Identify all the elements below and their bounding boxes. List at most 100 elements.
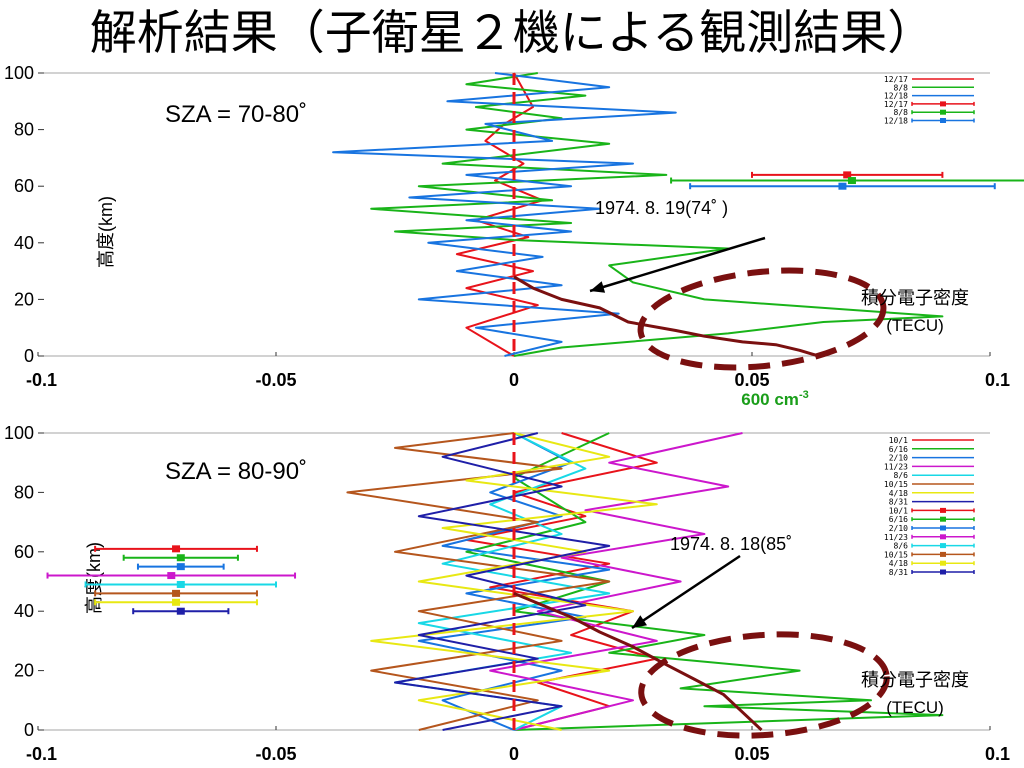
model-profile-label: 1974. 8. 19(74˚ ) [595, 198, 728, 218]
tecu-unit-label: (TECU) [886, 316, 944, 335]
series-line-8-8 [370, 72, 944, 357]
y-tick-label: 100 [4, 423, 34, 443]
y-tick-label: 40 [14, 233, 34, 253]
tecu-label: 積分電子密度 [861, 670, 969, 690]
highlight-ellipse [637, 267, 887, 371]
highlight-ellipse [638, 631, 890, 739]
legend-marker [940, 525, 946, 531]
error-bar-10-15 [94, 589, 258, 597]
x-tick-label: -0.05 [255, 370, 296, 390]
legend-marker [940, 109, 946, 115]
y-tick-label: 20 [14, 289, 34, 309]
legend-marker [940, 507, 946, 513]
tecu-unit-label: (TECU) [886, 698, 944, 717]
legend-entry: 8/8 [894, 108, 975, 117]
error-bar-marker [167, 572, 176, 580]
error-bar-8-6 [84, 580, 277, 588]
legend-label: 10/1 [889, 506, 908, 515]
error-bar-marker [838, 182, 847, 190]
chart-panel-top: -0.1 -0.05 0 0.05 0.1 0 20 40 60 80 100 高度(km) SZA =… [4, 63, 1024, 409]
legend-entry: 12/17 [884, 100, 975, 109]
legend-entry: 6/16 [889, 445, 974, 454]
error-bar-11-23 [46, 572, 297, 580]
legend-entry: 10/1 [889, 506, 975, 515]
legend-label: 8/8 [894, 83, 909, 92]
y-tick-label: 60 [14, 176, 34, 196]
legend-label: 8/6 [894, 542, 909, 551]
legend-entry: 2/10 [889, 454, 974, 463]
legend-label: 11/23 [884, 462, 908, 471]
series-line-12-17 [455, 72, 544, 357]
error-bar-6-16 [122, 554, 239, 562]
legend-entry: 8/6 [894, 471, 974, 480]
y-tick-label: 20 [14, 661, 34, 681]
x-tick-label: 0.05 [734, 370, 769, 390]
legend-entry: 6/16 [889, 515, 975, 524]
series-line-11-23 [489, 432, 743, 731]
error-bar-marker [843, 171, 852, 179]
x-tick-label: 0.05 [734, 744, 769, 764]
x-tick-label: 0.1 [985, 370, 1010, 390]
legend-entry: 12/17 [884, 75, 974, 84]
x-tick-label: 0 [509, 370, 519, 390]
y-tick-label: 40 [14, 601, 34, 621]
series-line-4-18 [370, 432, 658, 731]
y-tick-label: 100 [4, 63, 34, 83]
x-tick-label: -0.05 [255, 744, 296, 764]
y-axis-label: 高度(km) [96, 196, 116, 268]
legend-entry: 8/31 [889, 568, 975, 577]
legend-label: 10/1 [889, 436, 908, 445]
unit-annotation-superscript: -3 [799, 389, 809, 401]
x-tick-label: -0.1 [26, 370, 57, 390]
x-tick-label: 0 [509, 744, 519, 764]
legend-entry: 8/8 [894, 83, 974, 92]
series-line-8-31 [394, 432, 611, 731]
sza-annotation: SZA = 70-80˚ [165, 101, 307, 128]
tecu-label: 積分電子密度 [861, 288, 969, 308]
legend-label: 4/18 [889, 559, 908, 568]
legend-entry: 12/18 [884, 92, 974, 101]
legend-entry: 10/15 [884, 550, 975, 559]
model-profile-line [513, 275, 820, 358]
error-bar-marker [172, 545, 181, 553]
legend-label: 10/15 [884, 480, 908, 489]
x-tick-label: 0.1 [985, 744, 1010, 764]
legend-entry: 12/18 [884, 117, 975, 126]
y-tick-label: 80 [14, 482, 34, 502]
annotation-arrow [589, 236, 766, 293]
error-bar-marker [172, 598, 181, 606]
legend-entry: 4/18 [889, 489, 974, 498]
error-bar-marker [172, 589, 181, 597]
model-profile-label: 1974. 8. 18(85˚ [670, 534, 792, 554]
model-profile-line [513, 592, 763, 732]
error-bar-8-8 [670, 177, 1024, 185]
legend-label: 11/23 [884, 533, 908, 542]
y-tick-label: 60 [14, 542, 34, 562]
error-bar-marker [176, 607, 185, 615]
error-bar-12-18 [689, 182, 996, 190]
y-axis-label: 高度(km) [84, 542, 104, 614]
y-tick-label: 0 [24, 720, 34, 740]
legend-label: 6/16 [889, 515, 908, 524]
legend-entry: 11/23 [884, 533, 975, 542]
y-tick-label: 0 [24, 346, 34, 366]
annotation-arrowhead [632, 615, 647, 628]
legend-label: 12/18 [884, 92, 908, 101]
legend-label: 8/31 [889, 568, 908, 577]
legend-entry: 8/31 [889, 498, 974, 507]
error-bar-12-17 [751, 171, 944, 179]
legend-entry: 10/15 [884, 480, 974, 489]
series-line-12-18 [332, 72, 677, 357]
error-bar-8-31 [132, 607, 230, 615]
legend-label: 8/8 [894, 108, 909, 117]
legend-entry: 2/10 [889, 524, 975, 533]
legend-entry: 11/23 [884, 462, 974, 471]
x-tick-label: -0.1 [26, 744, 57, 764]
error-bar-marker [847, 177, 856, 185]
legend-label: 12/18 [884, 117, 908, 126]
y-tick-label: 80 [14, 120, 34, 140]
legend-marker [940, 569, 946, 575]
legend-marker [940, 534, 946, 540]
legend-entry: 10/1 [889, 436, 974, 445]
legend-marker [940, 118, 946, 123]
